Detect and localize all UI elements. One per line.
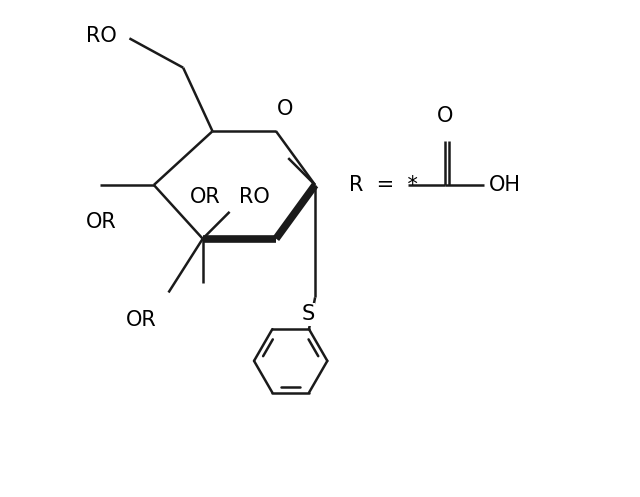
Text: O: O [436, 106, 452, 126]
Text: OR: OR [86, 212, 116, 232]
Text: RO: RO [86, 26, 117, 46]
Text: S: S [301, 305, 314, 325]
Text: OR: OR [126, 310, 157, 330]
Text: O: O [276, 99, 293, 119]
Text: R  =  *: R = * [349, 175, 418, 195]
Text: OR: OR [190, 187, 221, 207]
Text: OH: OH [488, 175, 520, 195]
Text: RO: RO [239, 187, 269, 207]
